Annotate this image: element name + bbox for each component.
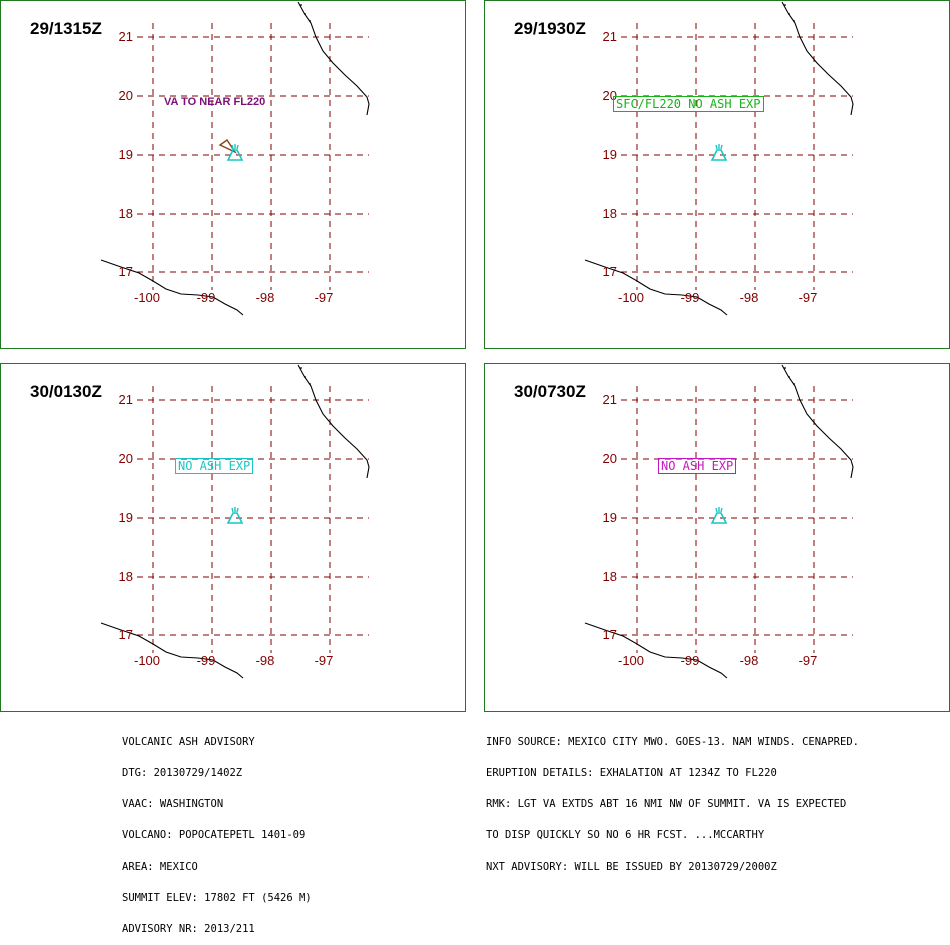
coast-island	[793, 383, 795, 385]
coast-island	[300, 367, 302, 369]
forecast-panel-3: 21 20 19 18 17 -100 -99 -98 -97 30/0130Z NO ASH …	[0, 363, 466, 712]
coast-island	[309, 383, 311, 385]
footer-line: DTG: 20130729/1402Z	[122, 767, 243, 780]
latitude-label: 17	[119, 627, 133, 642]
latitude-label: 21	[119, 392, 133, 407]
latitude-label: 20	[603, 451, 617, 466]
coastline-pacific	[584, 622, 728, 679]
footer-line: VOLCANIC ASH ADVISORY	[122, 735, 255, 748]
longitude-label: -97	[799, 290, 818, 305]
forecast-panel-4: 21 20 19 18 17 -100 -99 -98 -97 30/0730Z NO ASH …	[484, 363, 950, 712]
latitude-label: 19	[603, 147, 617, 162]
footer-line: INFO SOURCE: MEXICO CITY MWO. GOES-13. N…	[486, 735, 859, 748]
latitude-label: 21	[119, 29, 133, 44]
latitude-label: 18	[603, 206, 617, 221]
coast-island	[784, 4, 786, 6]
ash-note: VA TO NEAR FL220	[164, 96, 266, 108]
panel-time: 29/1930Z	[514, 19, 586, 38]
panel-time: 30/0730Z	[514, 382, 586, 401]
latitude-label: 17	[603, 627, 617, 642]
coastline-gulf	[781, 1, 854, 116]
map-canvas: 21 20 19 18 17-100 -99 -98 -97	[584, 364, 854, 679]
longitude-label: -97	[799, 653, 818, 668]
map-canvas: 21 20 19 18 17-100 -99 -98 -97	[100, 1, 370, 316]
latitude-label: 20	[119, 88, 133, 103]
volcano-icon	[226, 507, 244, 524]
latitude-label: 17	[603, 264, 617, 279]
longitude-label: -97	[315, 653, 334, 668]
coastline-pacific	[584, 259, 728, 316]
coastline-gulf	[297, 364, 370, 479]
latitude-label: 21	[603, 392, 617, 407]
forecast-panel-1: 21 20 19 18 17 -100 -99 -98 -97 29/1315Z VA TO N…	[0, 0, 466, 349]
longitude-label: -99	[681, 290, 700, 305]
latitude-label: 18	[119, 206, 133, 221]
footer-line: AREA: MEXICO	[122, 860, 198, 873]
footer-line: ADVISORY NR: 2013/211	[122, 923, 255, 936]
ash-cloud-polygon	[218, 139, 237, 154]
longitude-label: -100	[134, 290, 160, 305]
coast-island	[304, 376, 306, 378]
footer-line: VOLCANO: POPOCATEPETL 1401-09	[122, 829, 306, 842]
footer-line: TO DISP QUICKLY SO NO 6 HR FCST. ...MCCA…	[486, 829, 765, 842]
coast-island	[300, 4, 302, 6]
advisory-header-text: VOLCANIC ASH ADVISORY DTG: 20130729/1402…	[122, 716, 312, 945]
footer-line: NXT ADVISORY: WILL BE ISSUED BY 20130729…	[486, 860, 777, 873]
longitude-label: -98	[256, 653, 275, 668]
coastline-pacific	[100, 622, 244, 679]
ash-note: SFC/FL220 NO ASH EXP	[613, 96, 764, 112]
coast-island	[784, 367, 786, 369]
longitude-label: -98	[740, 653, 759, 668]
latitude-label: 19	[119, 147, 133, 162]
longitude-label: -97	[315, 290, 334, 305]
panel-time: 29/1315Z	[30, 19, 102, 38]
coast-island	[788, 13, 790, 15]
longitude-label: -98	[740, 290, 759, 305]
coastline-pacific	[100, 259, 244, 316]
longitude-label: -98	[256, 290, 275, 305]
latitude-label: 18	[119, 569, 133, 584]
ash-note: NO ASH EXP	[175, 458, 254, 474]
latitude-label: 17	[119, 264, 133, 279]
latitude-label: 18	[603, 569, 617, 584]
longitude-label: -99	[197, 290, 216, 305]
advisory-details-text: INFO SOURCE: MEXICO CITY MWO. GOES-13. N…	[486, 716, 859, 882]
footer-line: ERUPTION DETAILS: EXHALATION AT 1234Z TO…	[486, 767, 777, 780]
panel-time: 30/0130Z	[30, 382, 102, 401]
footer-line: RMK: LGT VA EXTDS ABT 16 NMI NW OF SUMMI…	[486, 798, 847, 811]
coastline-gulf	[781, 364, 854, 479]
volcano-icon	[710, 144, 728, 161]
longitude-label: -99	[197, 653, 216, 668]
coast-island	[793, 20, 795, 22]
coastline-gulf	[297, 1, 370, 116]
ash-note: NO ASH EXP	[658, 458, 737, 474]
coast-island	[788, 376, 790, 378]
latitude-label: 19	[119, 510, 133, 525]
coast-island	[309, 20, 311, 22]
forecast-panel-2: 21 20 19 18 17 -100 -99 -98 -97 29/1930Z SFC/FL2…	[484, 0, 950, 349]
footer-line: VAAC: WASHINGTON	[122, 798, 224, 811]
longitude-label: -100	[134, 653, 160, 668]
coast-island	[304, 13, 306, 15]
volcano-icon	[226, 144, 244, 161]
latitude-label: 19	[603, 510, 617, 525]
map-canvas: 21 20 19 18 17-100 -99 -98 -97	[100, 364, 370, 679]
longitude-label: -99	[681, 653, 700, 668]
longitude-label: -100	[618, 290, 644, 305]
longitude-label: -100	[618, 653, 644, 668]
latitude-label: 21	[603, 29, 617, 44]
volcano-icon	[710, 507, 728, 524]
latitude-label: 20	[119, 451, 133, 466]
footer-line: SUMMIT ELEV: 17802 FT (5426 M)	[122, 891, 312, 904]
